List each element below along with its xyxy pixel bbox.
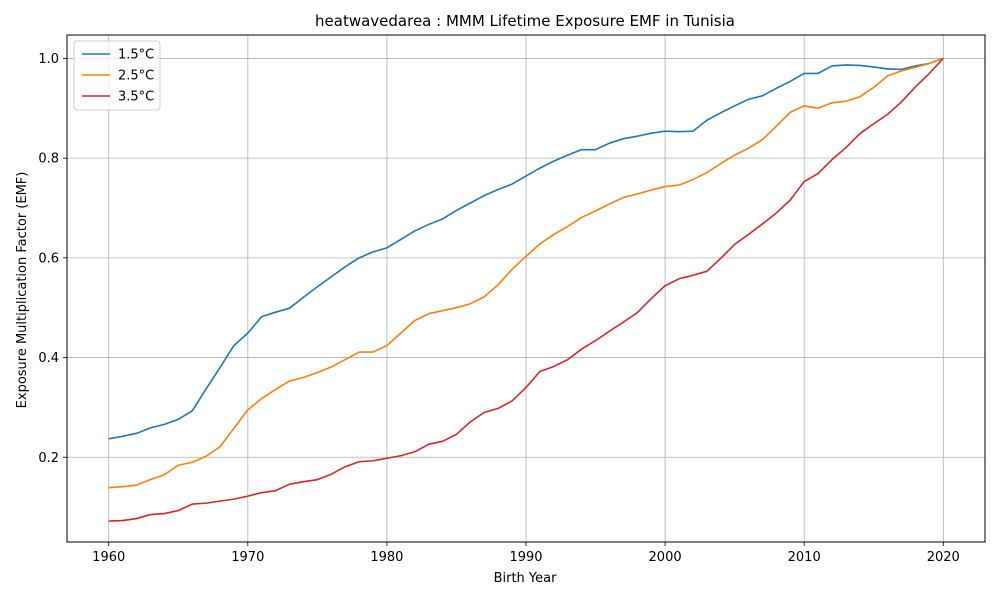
- y-axis-label: Exposure Multiplication Factor (EMF): [15, 172, 30, 409]
- x-tick-label: 1980: [370, 550, 403, 565]
- y-tick-label: 1.0: [38, 52, 59, 67]
- x-axis-ticks: 1960 1970 1980 1990 2000 2010 2020: [92, 542, 960, 565]
- legend: 1.5°C 2.5°C 3.5°C: [73, 40, 161, 111]
- y-tick-label: 0.6: [38, 251, 59, 266]
- series-line-3: [108, 57, 944, 522]
- y-tick-label: 0.8: [38, 152, 59, 167]
- x-tick-label: 2010: [788, 550, 821, 565]
- series-line-2: [108, 57, 944, 489]
- legend-label: 3.5°C: [118, 90, 154, 105]
- x-tick-label: 1970: [231, 550, 264, 565]
- legend-box: [73, 40, 161, 111]
- x-tick-label: 2000: [649, 550, 682, 565]
- y-tick-label: 0.4: [38, 351, 59, 366]
- x-axis-label: Birth Year: [494, 571, 558, 586]
- x-tick-label: 2020: [927, 550, 960, 565]
- x-tick-label: 1990: [509, 550, 542, 565]
- series-lines: [108, 57, 944, 522]
- grid: [67, 35, 985, 542]
- x-tick-label: 1960: [92, 550, 125, 565]
- y-tick-label: 0.2: [38, 451, 59, 466]
- legend-label: 2.5°C: [118, 69, 154, 84]
- chart-title: heatwavedarea : MMM Lifetime Exposure EM…: [315, 12, 735, 30]
- legend-label: 1.5°C: [118, 48, 154, 63]
- y-axis-ticks: 0.2 0.4 0.6 0.8 1.0: [38, 52, 67, 466]
- series-line-1: [108, 57, 944, 440]
